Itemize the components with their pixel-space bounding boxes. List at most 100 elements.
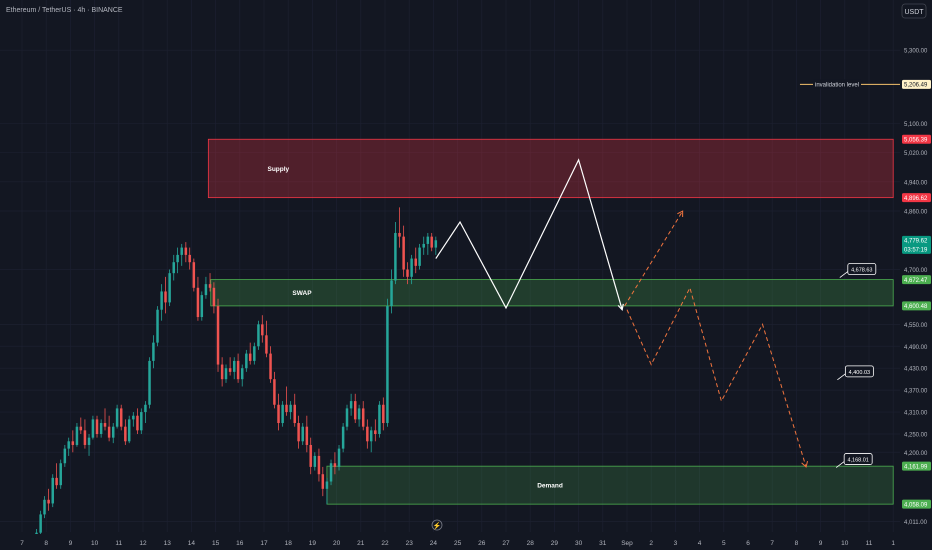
price-label-invalidation <box>902 79 931 89</box>
price-tick-label: 4,430.00 <box>904 367 928 373</box>
candle-body <box>83 430 87 445</box>
candle-body <box>378 404 381 434</box>
currency-button-frame[interactable] <box>901 3 927 19</box>
candle-body <box>67 441 70 449</box>
candle-body <box>434 240 438 248</box>
price-tick-label: 5,100.00 <box>904 122 928 128</box>
candle-body <box>107 426 111 438</box>
candle-body <box>152 342 155 361</box>
time-tick-label: 3 <box>674 540 678 547</box>
candle-body <box>317 455 321 475</box>
candle-body <box>406 269 409 277</box>
projection-main-arrowhead <box>617 303 624 311</box>
candle-body <box>172 262 175 274</box>
price-label-text-demand: 4,058.09 <box>904 502 928 508</box>
time-tick-label: 14 <box>188 540 196 547</box>
zone-supply <box>207 138 894 199</box>
candle-body <box>208 284 212 288</box>
candle-body <box>293 404 296 424</box>
price-label-text-last_price: 4,779.62 <box>904 239 928 245</box>
candle-body <box>410 258 413 277</box>
event-button[interactable]: ⚡ <box>431 519 443 531</box>
projections <box>435 158 809 468</box>
candle-body <box>301 426 304 442</box>
candle-body <box>103 423 107 427</box>
price-tick-label: 4,490.00 <box>904 345 928 351</box>
candle-body <box>281 404 284 424</box>
projection-alt-down-path <box>626 286 807 468</box>
callout-pointer <box>837 373 846 381</box>
candle-body <box>357 408 361 420</box>
candle-body <box>386 306 389 424</box>
candle-body <box>345 408 349 427</box>
candle-body <box>313 455 317 467</box>
price-label-text-supply: 4,896.62 <box>904 196 928 202</box>
time-tick-label: 5 <box>722 540 726 547</box>
price-tick-label: 4,370.00 <box>904 389 928 395</box>
price-tick-label: 4,550.00 <box>904 323 928 329</box>
price-tick-label: 4,310.00 <box>904 411 928 417</box>
candle-body <box>253 346 256 361</box>
candle-body <box>87 437 91 445</box>
time-tick-label: 18 <box>285 540 293 547</box>
candle-body <box>115 408 119 427</box>
price-axis-background <box>900 0 932 550</box>
candle-body <box>127 419 131 442</box>
time-axis-background <box>0 534 932 550</box>
currency-button-label[interactable]: USDT <box>904 9 924 16</box>
candle-body <box>132 415 135 420</box>
candle-body <box>111 426 115 438</box>
time-tick-label: 4 <box>698 540 702 547</box>
zone-demand <box>326 465 894 505</box>
price-tick-label: 4,011.00 <box>904 520 928 526</box>
price-label-demand <box>902 499 931 509</box>
time-tick-label: 12 <box>139 540 147 547</box>
time-tick-label: 17 <box>260 540 268 547</box>
candle-body <box>341 426 345 449</box>
candle-body <box>297 423 300 442</box>
time-tick-label: 6 <box>746 540 750 547</box>
price-label-supply <box>902 193 931 203</box>
price-axis[interactable]: 5,300.00 5,100.00 5,020.00 4,940.00 4,860.00… <box>900 0 932 550</box>
chart-title: Ethereum / TetherUS · 4h · BINANCE <box>6 7 123 14</box>
candle-body <box>168 273 171 303</box>
time-tick-label: 16 <box>236 540 244 547</box>
candle-body <box>43 499 46 515</box>
candle-body <box>176 254 179 263</box>
projection-alt-up-path <box>624 210 684 307</box>
callout-box <box>844 365 874 378</box>
candle-body <box>305 426 309 445</box>
currency-button[interactable]: USDT <box>901 3 927 19</box>
callout-pointer <box>835 461 845 468</box>
price-label-supply <box>902 134 931 144</box>
time-tick-label: 11 <box>866 540 873 547</box>
candle-body <box>426 236 430 244</box>
price-label-text-invalidation: 5,206.49 <box>904 83 928 89</box>
projection-alt-up-arrowhead <box>677 210 684 218</box>
time-tick-label: 30 <box>575 540 583 547</box>
candle-body <box>51 477 54 504</box>
callout-box <box>843 453 873 465</box>
time-tick-label: Sep <box>621 540 633 547</box>
candle-body <box>232 360 236 372</box>
time-tick-label: 7 <box>20 540 24 547</box>
time-tick-label: 19 <box>309 540 317 547</box>
candle-body <box>140 412 143 431</box>
time-tick-label: 8 <box>795 540 799 547</box>
lightning-icon[interactable]: ⚡ <box>433 521 442 530</box>
lightning-icon-ring[interactable] <box>431 519 443 531</box>
candle-body <box>248 353 252 361</box>
candle-body <box>156 309 159 343</box>
time-tick-label: 8 <box>44 540 48 547</box>
time-axis[interactable]: 7 8 9 10 11 12 13 14 15 16 17 18 19 20 21 22 23 24 25 26 27 2… <box>0 534 932 550</box>
price-label-text-swap: 4,672.47 <box>904 278 928 284</box>
candle-body <box>79 426 83 431</box>
time-tick-label: 31 <box>599 540 607 547</box>
candles <box>35 207 438 542</box>
candle-body <box>39 514 42 533</box>
candle-body <box>261 324 264 336</box>
callouts: 4,678.63 4,400.03 4,168.01 <box>835 263 877 468</box>
zone-swap <box>210 279 894 307</box>
candle-body <box>277 404 280 424</box>
